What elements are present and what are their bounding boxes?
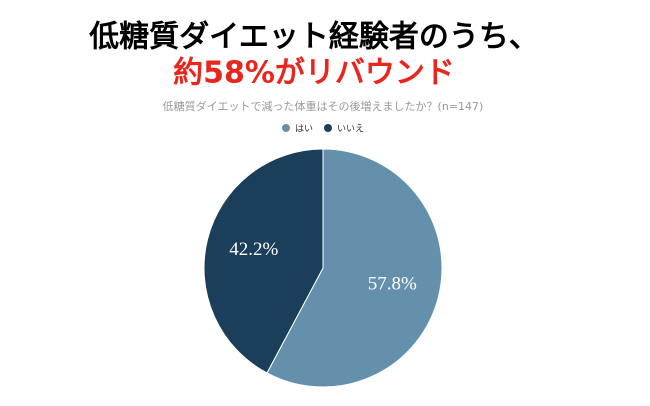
headline: 低糖質ダイエット経験者のうち、 — [88, 20, 539, 55]
chart-title: 低糖質ダイエットで減った体重はその後増えましたか？(n=147) — [163, 99, 484, 113]
pie-slice — [203, 148, 324, 374]
legend-swatch — [282, 124, 290, 132]
legend-label: いいえ — [337, 124, 364, 135]
legend-swatch — [324, 124, 332, 132]
pie-slice — [266, 148, 443, 388]
data-label: 57.8% — [368, 274, 417, 295]
data-label: 42.2% — [229, 239, 278, 260]
legend-label: はい — [295, 124, 313, 135]
headline: 約58%がリバウンド — [173, 56, 455, 91]
